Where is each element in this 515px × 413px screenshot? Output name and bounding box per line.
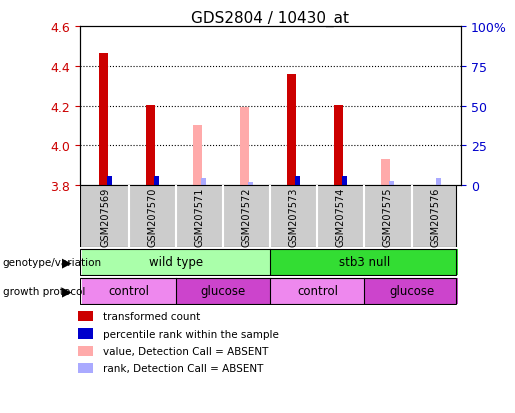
Text: stb3 null: stb3 null (339, 256, 390, 269)
Bar (99, 54, 108, 186)
Bar (287, 75, 296, 186)
Text: control: control (297, 285, 338, 298)
Bar (78, 346, 93, 356)
Bar (78, 329, 93, 339)
Bar (334, 105, 343, 186)
Text: GSM207570: GSM207570 (148, 187, 158, 247)
Bar (381, 160, 390, 186)
Text: GSM207575: GSM207575 (383, 187, 393, 247)
Bar (342, 177, 347, 186)
Text: value, Detection Call = ABSENT: value, Detection Call = ABSENT (103, 346, 268, 356)
Bar (295, 177, 300, 186)
Text: GSM207569: GSM207569 (101, 187, 111, 247)
Text: ▶: ▶ (62, 256, 72, 269)
Bar (365, 278, 458, 304)
Text: genotype/variation: genotype/variation (3, 257, 101, 267)
Bar (78, 363, 93, 373)
Text: percentile rank within the sample: percentile rank within the sample (103, 329, 279, 339)
Text: GSM207572: GSM207572 (242, 187, 252, 247)
Text: growth protocol: growth protocol (3, 286, 85, 296)
Bar (240, 107, 249, 186)
Bar (78, 311, 93, 321)
Bar (154, 177, 159, 186)
Text: rank, Detection Call = ABSENT: rank, Detection Call = ABSENT (103, 363, 263, 373)
Text: ▶: ▶ (62, 285, 72, 298)
Title: GDS2804 / 10430_at: GDS2804 / 10430_at (192, 11, 349, 27)
Bar (107, 177, 112, 186)
Bar (389, 182, 394, 186)
Text: control: control (109, 285, 150, 298)
Bar (176, 278, 270, 304)
Bar (201, 179, 206, 186)
Text: GSM207574: GSM207574 (336, 187, 346, 247)
Bar (436, 179, 441, 186)
Bar (248, 183, 253, 186)
Bar (193, 125, 202, 186)
Bar (146, 105, 155, 186)
Text: GSM207573: GSM207573 (289, 187, 299, 247)
Bar (82, 249, 270, 275)
Bar (82, 278, 176, 304)
Text: GSM207571: GSM207571 (195, 187, 205, 247)
Text: transformed count: transformed count (103, 311, 200, 321)
Bar (270, 249, 458, 275)
Bar (270, 278, 364, 304)
Text: glucose: glucose (201, 285, 246, 298)
Text: GSM207576: GSM207576 (430, 187, 440, 247)
Text: wild type: wild type (149, 256, 203, 269)
Text: glucose: glucose (389, 285, 434, 298)
